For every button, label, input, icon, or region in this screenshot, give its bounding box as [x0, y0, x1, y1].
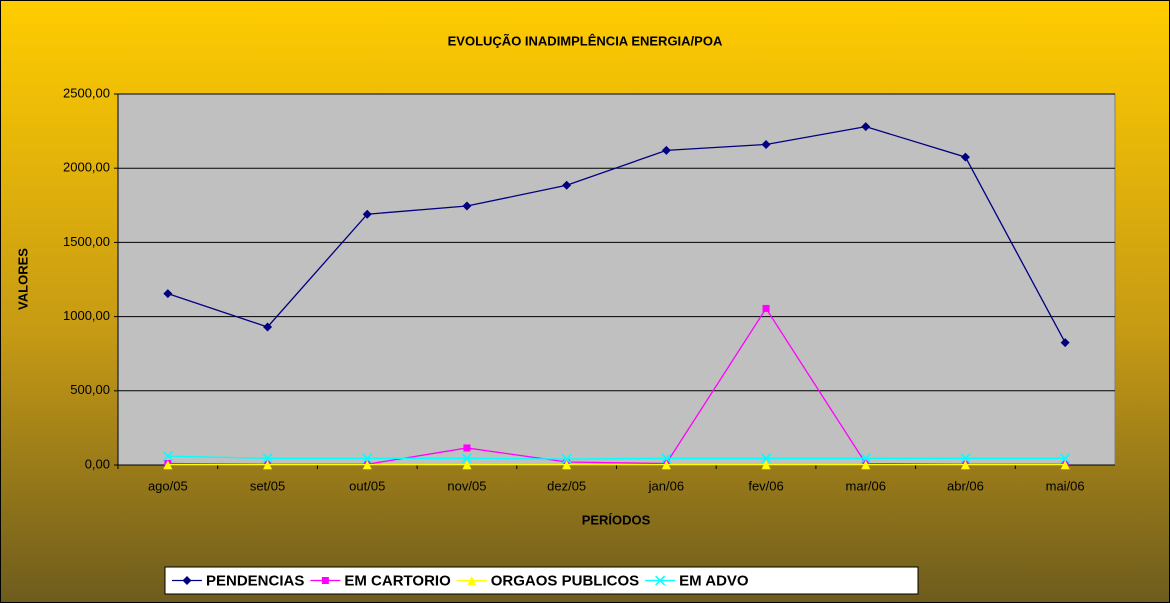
x-tick-label: abr/06 [947, 478, 984, 493]
y-tick-label: 1500,00 [63, 234, 110, 249]
legend [164, 566, 919, 595]
x-tick-label: jan/06 [648, 478, 684, 493]
marker [362, 209, 372, 219]
chart-title: EVOLUÇÃO INADIMPLÊNCIA ENERGIA/POA [448, 33, 723, 48]
series-line [167, 125, 1066, 343]
marker [463, 444, 471, 452]
marker [321, 577, 329, 584]
marker [263, 322, 273, 332]
marker [362, 453, 373, 464]
x-tick-label: set/05 [250, 478, 285, 493]
x-tick-label: nov/05 [447, 478, 486, 493]
marker [1060, 460, 1070, 470]
marker [661, 453, 672, 464]
marker [462, 201, 472, 211]
y-tick-label: 500,00 [70, 382, 110, 397]
marker [661, 145, 671, 155]
marker [467, 576, 477, 585]
y-tick-label: 1000,00 [63, 308, 110, 323]
y-axis-title: VALORES [15, 248, 30, 310]
marker [860, 453, 871, 464]
marker [162, 451, 173, 462]
x-axis-title: PERÍODOS [582, 512, 651, 527]
x-tick-label: dez/05 [547, 478, 586, 493]
marker [462, 460, 472, 470]
marker [761, 139, 771, 149]
marker [761, 460, 771, 470]
y-tick-label: 2500,00 [63, 85, 110, 100]
marker [561, 454, 572, 465]
marker [562, 460, 572, 470]
marker [960, 453, 971, 464]
marker [262, 453, 273, 464]
plot-area [117, 93, 1116, 466]
marker [861, 122, 871, 132]
marker [1060, 453, 1071, 464]
legend-label: EM CARTORIO [344, 572, 451, 589]
marker [960, 460, 970, 470]
legend-label: PENDENCIAS [206, 572, 304, 589]
marker [263, 460, 273, 470]
marker [1060, 338, 1070, 348]
marker [661, 460, 671, 470]
x-tick-label: mar/06 [846, 478, 886, 493]
marker [655, 575, 666, 586]
marker [562, 180, 572, 190]
marker [861, 460, 871, 470]
marker [762, 304, 770, 312]
marker [182, 576, 192, 585]
marker [461, 453, 472, 464]
marker [960, 152, 970, 162]
x-tick-label: mai/06 [1046, 478, 1085, 493]
x-tick-label: fev/06 [748, 478, 783, 493]
series-line [167, 455, 1066, 460]
marker [761, 453, 772, 464]
marker [163, 289, 173, 299]
x-tick-label: out/05 [349, 478, 385, 493]
legend-label: ORGAOS PUBLICOS [491, 572, 639, 589]
marker [362, 460, 372, 470]
x-tick-label: ago/05 [148, 478, 188, 493]
y-tick-label: 0,00 [85, 456, 110, 471]
y-tick-label: 2000,00 [63, 160, 110, 175]
legend-label: EM ADVO [679, 572, 749, 589]
marker [163, 460, 173, 470]
